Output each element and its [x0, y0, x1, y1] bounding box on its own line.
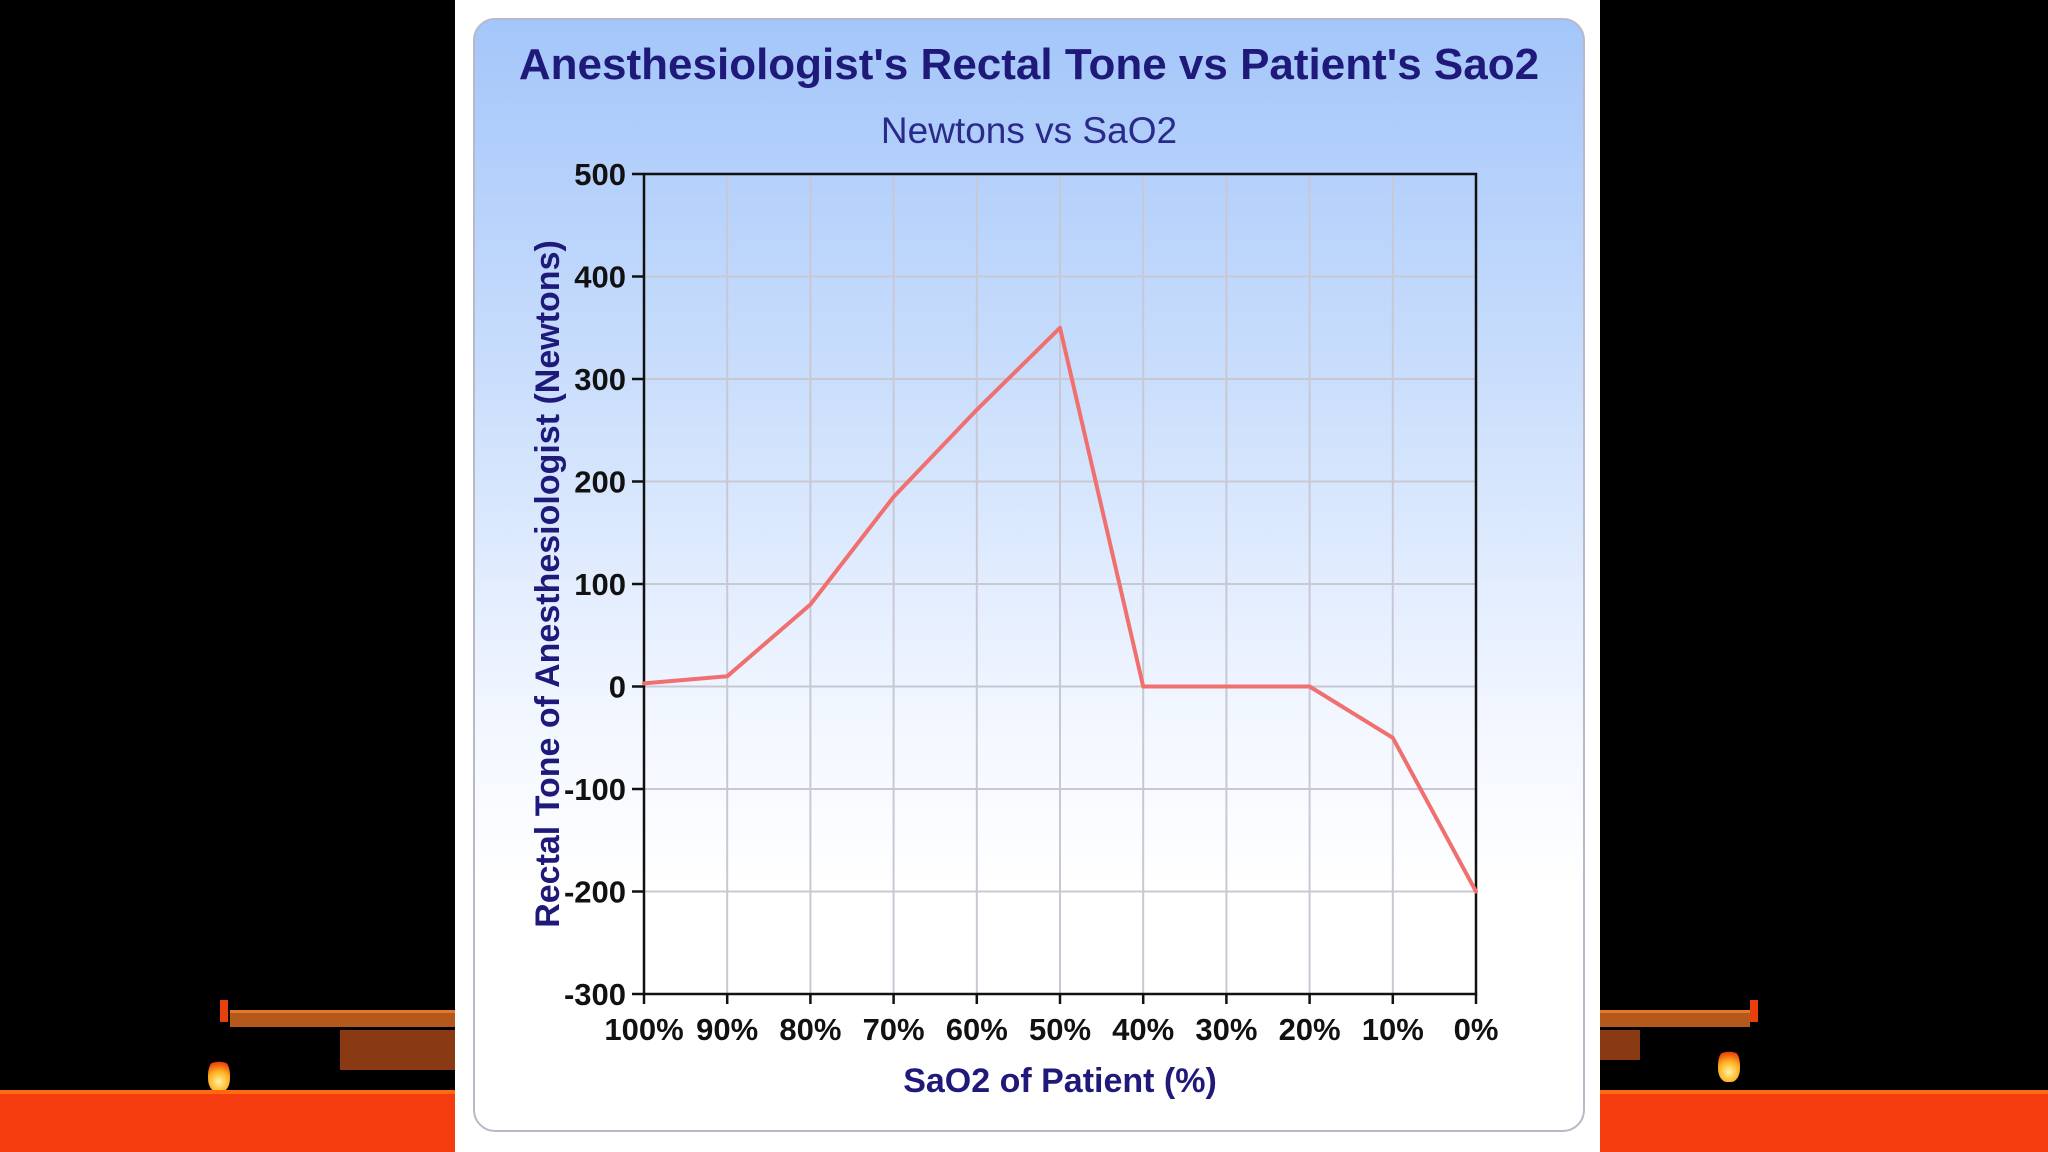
data-point [808, 603, 812, 606]
y-tick-label: 300 [574, 362, 626, 397]
x-tick-label: 0% [1454, 1012, 1499, 1047]
data-point [1308, 685, 1312, 688]
x-tick-label: 20% [1279, 1012, 1341, 1047]
lava-right [1600, 1090, 2048, 1152]
x-tick-label: 40% [1112, 1012, 1174, 1047]
data-point [975, 408, 979, 412]
data-point [1474, 890, 1478, 893]
torch-right [1750, 1000, 1758, 1022]
data-point [1058, 326, 1062, 330]
x-tick-label: 60% [946, 1012, 1008, 1047]
y-tick-label: 400 [574, 260, 626, 295]
y-tick-label: 500 [574, 157, 626, 192]
flame-left [208, 1058, 230, 1092]
data-point [1224, 685, 1228, 688]
data-point [1391, 736, 1395, 740]
debris-left [340, 1030, 455, 1070]
debris-right [1600, 1030, 1640, 1060]
x-tick-label: 70% [863, 1012, 925, 1047]
x-tick-label: 80% [779, 1012, 841, 1047]
ledge-left [230, 1010, 455, 1027]
plot-border [642, 172, 1478, 996]
flame-right [1718, 1048, 1740, 1082]
data-point [725, 674, 729, 678]
y-tick-label: 200 [574, 465, 626, 500]
x-tick-label: 10% [1362, 1012, 1424, 1047]
y-tick-label: 0 [609, 670, 626, 705]
y-tick-label: -100 [564, 772, 626, 807]
ledge-right [1600, 1010, 1750, 1027]
x-tick-label: 50% [1029, 1012, 1091, 1047]
lava-left [0, 1090, 455, 1152]
y-tick-label: 100 [574, 567, 626, 602]
y-axis-title: Rectal Tone of Anesthesiologist (Newtons… [529, 240, 567, 928]
chart-subtitle: Newtons vs SaO2 [880, 110, 1178, 151]
data-point [892, 495, 896, 499]
slide-panel: Anesthesiologist's Rectal Tone vs Patien… [455, 0, 1600, 1152]
x-tick-label: 90% [696, 1012, 758, 1047]
data-point [642, 681, 646, 685]
background-scene-right [1600, 0, 2048, 1152]
y-tick-label: -200 [564, 875, 626, 910]
background-scene-left [0, 0, 455, 1152]
x-axis-title: SaO2 of Patient (%) [903, 1062, 1217, 1100]
x-tick-label: 100% [604, 1012, 683, 1047]
data-point [1141, 685, 1145, 688]
y-tick-label: -300 [564, 977, 626, 1012]
chart-title: Anesthesiologist's Rectal Tone vs Patien… [518, 40, 1540, 89]
x-tick-label: 30% [1195, 1012, 1257, 1047]
torch-left [220, 1000, 228, 1022]
chart-frame: Anesthesiologist's Rectal Tone vs Patien… [473, 18, 1585, 1132]
